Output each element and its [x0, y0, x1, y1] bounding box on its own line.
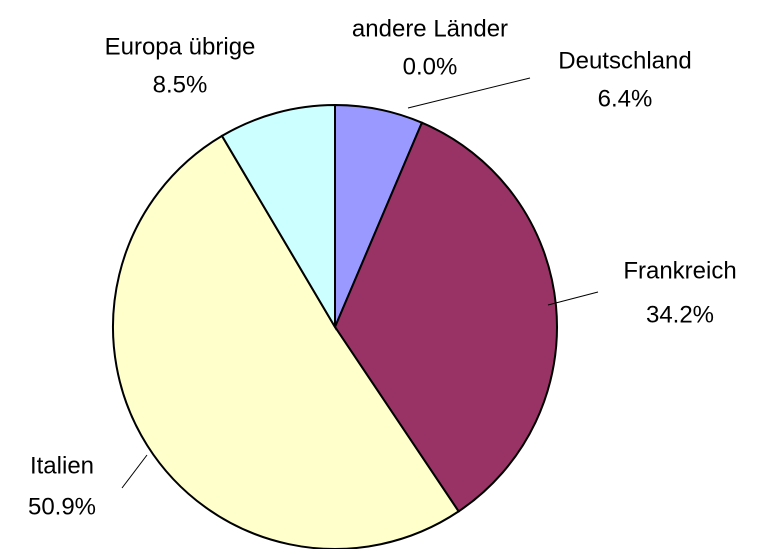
slice-label: Europa übrige: [105, 33, 256, 60]
leader-line: [121, 454, 148, 489]
slice-value-label: 6.4%: [598, 85, 653, 112]
slice-label: andere Länder: [352, 15, 508, 42]
slice-value-label: 50.9%: [28, 493, 96, 520]
slice-label: Italien: [30, 452, 94, 479]
slice-label: Deutschland: [558, 47, 691, 74]
slice-value-label: 34.2%: [646, 301, 714, 328]
leader-line: [407, 77, 531, 109]
pie-slice: [112, 134, 461, 549]
slice-value-label: 0.0%: [403, 53, 458, 80]
pie-slice: [333, 121, 558, 513]
leader-line: [547, 291, 599, 306]
pie-slice: [220, 103, 336, 331]
slice-label: Frankreich: [623, 257, 736, 284]
slice-value-label: 8.5%: [153, 71, 208, 98]
